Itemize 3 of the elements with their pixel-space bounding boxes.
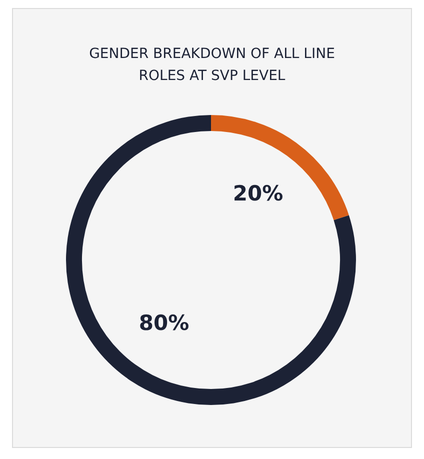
chart-title: GENDER BREAKDOWN OF ALL LINE ROLES AT SVP LEVEL (88, 45, 336, 86)
data-label: 20% (232, 182, 284, 206)
data-label: 80% (138, 311, 190, 336)
